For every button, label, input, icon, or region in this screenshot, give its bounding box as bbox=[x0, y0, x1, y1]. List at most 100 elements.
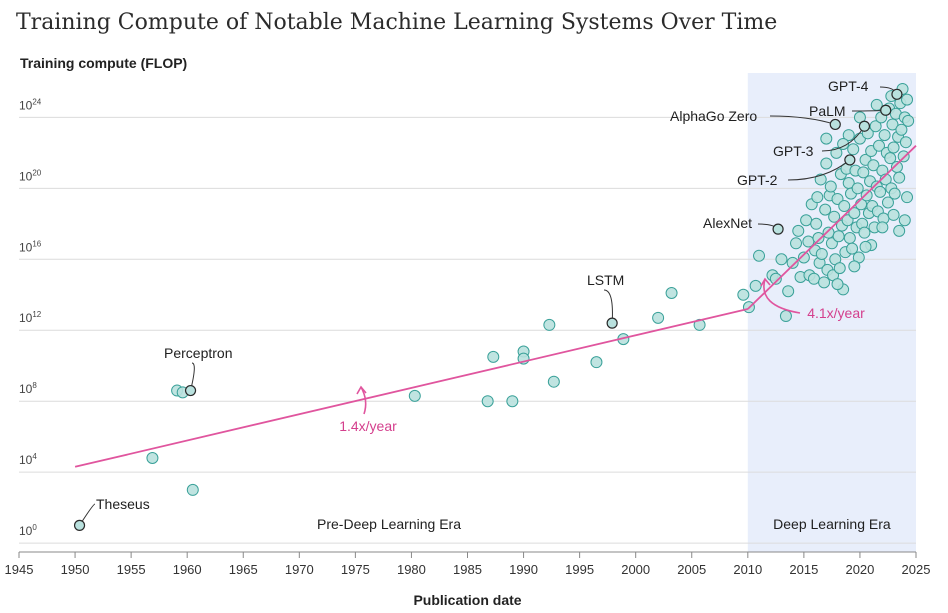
y-tick-label: 1012 bbox=[19, 310, 42, 325]
y-tick-label: 104 bbox=[19, 452, 37, 467]
y-tick-label: 1024 bbox=[19, 97, 42, 112]
data-point bbox=[893, 224, 906, 237]
x-tick-label: 1990 bbox=[509, 562, 538, 577]
data-point bbox=[543, 318, 556, 331]
x-tick-label: 2020 bbox=[845, 562, 874, 577]
alphago-zero-label: AlphaGo Zero bbox=[670, 108, 757, 124]
data-point bbox=[737, 288, 750, 301]
alphago-zero-point bbox=[829, 118, 841, 131]
alexnet-point bbox=[772, 223, 784, 235]
lstm-point bbox=[606, 317, 618, 329]
palm-point bbox=[880, 104, 892, 116]
data-point bbox=[547, 375, 560, 388]
data-point bbox=[797, 251, 810, 264]
data-point bbox=[815, 247, 828, 260]
data-point bbox=[842, 129, 855, 142]
data-point bbox=[487, 350, 500, 363]
y-tick-label: 1020 bbox=[19, 168, 42, 183]
x-tick-label: 1975 bbox=[341, 562, 370, 577]
data-point bbox=[792, 224, 805, 237]
data-point bbox=[847, 143, 860, 156]
pre-deep-learning-trend bbox=[74, 308, 749, 468]
data-point bbox=[887, 208, 900, 221]
data-point bbox=[901, 191, 914, 204]
data-point bbox=[820, 157, 833, 170]
gpt-2-leader bbox=[787, 159, 851, 181]
data-point bbox=[872, 139, 885, 152]
data-point bbox=[665, 286, 678, 299]
y-axis-label: Training compute (FLOP) bbox=[20, 55, 188, 71]
gpt-2-point bbox=[844, 154, 856, 166]
data-point bbox=[146, 451, 159, 464]
gpt-3-point bbox=[858, 120, 871, 132]
data-point bbox=[822, 226, 835, 239]
x-tick-label: 1945 bbox=[5, 562, 34, 577]
data-point bbox=[832, 230, 845, 243]
data-point bbox=[843, 231, 856, 244]
y-tick-label: 108 bbox=[19, 381, 37, 396]
perceptron-point bbox=[184, 384, 197, 397]
data-point bbox=[857, 166, 870, 179]
x-tick-label: 1955 bbox=[117, 562, 146, 577]
data-point bbox=[867, 159, 880, 172]
data-point bbox=[848, 207, 861, 220]
y-tick-label: 1016 bbox=[19, 239, 42, 254]
data-point bbox=[859, 240, 872, 253]
data-point bbox=[876, 221, 889, 234]
x-tick-label: 2000 bbox=[621, 562, 650, 577]
x-tick-label: 2005 bbox=[677, 562, 706, 577]
data-point bbox=[886, 118, 899, 131]
x-tick-label: 2025 bbox=[902, 562, 931, 577]
data-point bbox=[838, 200, 851, 213]
deep-learning-trend-label: 4.1x/year bbox=[807, 305, 865, 321]
data-point bbox=[858, 226, 871, 239]
theseus-label: Theseus bbox=[96, 496, 150, 512]
data-point bbox=[819, 203, 832, 216]
lstm-label: LSTM bbox=[587, 272, 624, 288]
data-point bbox=[899, 136, 912, 149]
data-point bbox=[812, 231, 825, 244]
data-point bbox=[749, 279, 762, 292]
data-point bbox=[860, 189, 873, 202]
data-point bbox=[828, 210, 841, 223]
data-point bbox=[887, 141, 900, 154]
data-point bbox=[820, 132, 833, 145]
deep-learning-trend-arrow bbox=[763, 278, 801, 314]
data-point bbox=[824, 180, 837, 193]
data-point bbox=[851, 182, 864, 195]
data-point bbox=[779, 310, 792, 323]
deep-learning-trend-arrowhead bbox=[760, 277, 771, 287]
deep-learning-trend bbox=[747, 145, 917, 310]
palm-label: PaLM bbox=[809, 103, 846, 119]
data-point bbox=[186, 483, 199, 496]
data-point bbox=[506, 395, 519, 408]
data-point bbox=[775, 253, 788, 266]
x-tick-label: 1995 bbox=[565, 562, 594, 577]
x-tick-label: 2015 bbox=[789, 562, 818, 577]
alexnet-label: AlexNet bbox=[703, 215, 752, 231]
data-point bbox=[652, 311, 665, 324]
data-point bbox=[901, 93, 914, 106]
data-point bbox=[833, 262, 846, 275]
x-tick-label: 2010 bbox=[733, 562, 762, 577]
pre-deep-learning-era-label: Pre-Deep Learning Era bbox=[317, 516, 461, 532]
chart-title: Training Compute of Notable Machine Lear… bbox=[16, 10, 778, 35]
data-point bbox=[898, 214, 911, 227]
perceptron-label: Perceptron bbox=[164, 345, 232, 361]
data-point bbox=[884, 152, 897, 165]
data-point bbox=[893, 171, 906, 184]
data-point bbox=[902, 114, 915, 127]
x-tick-label: 1950 bbox=[61, 562, 90, 577]
data-point bbox=[895, 123, 908, 136]
pre-deep-learning-trend-label: 1.4x/year bbox=[339, 418, 397, 434]
data-point bbox=[769, 272, 782, 285]
data-point bbox=[590, 356, 603, 369]
data-point bbox=[782, 285, 795, 298]
gpt-4-label: GPT-4 bbox=[828, 78, 869, 94]
pre-deep-learning-trend-arrowhead bbox=[356, 385, 367, 395]
x-tick-label: 1985 bbox=[453, 562, 482, 577]
y-tick-label: 100 bbox=[19, 523, 37, 538]
data-point bbox=[807, 272, 820, 285]
